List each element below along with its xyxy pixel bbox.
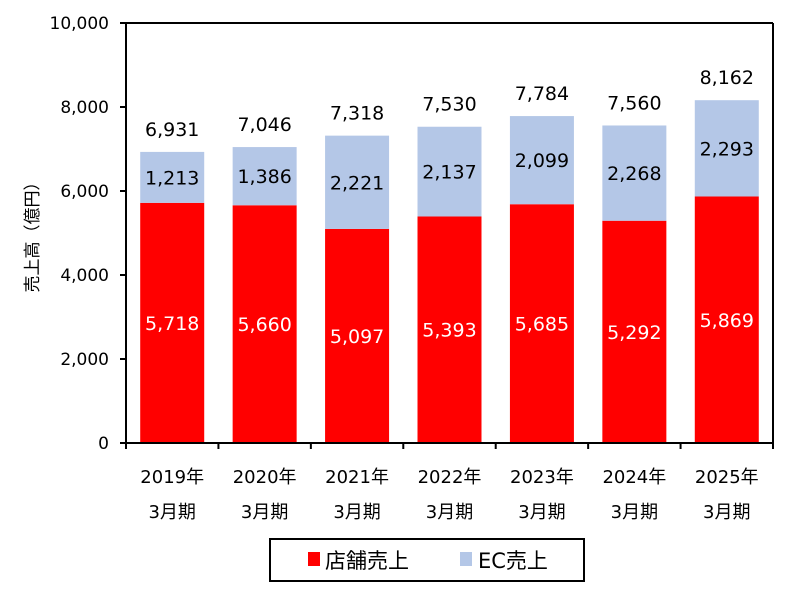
y-axis-label: 売上高（億円） — [23, 174, 43, 293]
data-label-store-sales: 5,660 — [237, 314, 291, 336]
legend-swatch-ec-sales — [460, 552, 472, 566]
data-label-total: 7,046 — [237, 114, 291, 136]
bar-store-sales — [417, 216, 482, 443]
x-category-label-period: 3月期 — [333, 502, 380, 523]
bar-store-sales — [694, 196, 759, 443]
data-label-store-sales: 5,393 — [422, 320, 476, 342]
x-category-label-year: 2024年 — [602, 467, 666, 488]
data-label-ec-sales: 1,386 — [237, 166, 291, 188]
y-tick-label: 4,000 — [60, 266, 109, 286]
data-label-total: 6,931 — [145, 119, 199, 141]
bar-ec-sales — [140, 151, 205, 203]
legend-label-ec-sales: EC売上 — [478, 549, 548, 573]
x-category-label-year: 2021年 — [325, 467, 389, 488]
data-label-total: 7,530 — [422, 94, 476, 116]
x-category-label-period: 3月期 — [241, 502, 288, 523]
data-label-total: 7,784 — [515, 83, 569, 105]
bars — [140, 100, 759, 443]
legend-box — [269, 538, 585, 582]
data-label-store-sales: 5,097 — [330, 326, 384, 348]
data-label-ec-sales: 1,213 — [145, 167, 199, 189]
x-category-label-year: 2019年 — [140, 467, 204, 488]
data-label-total: 7,318 — [330, 103, 384, 125]
x-category-label-period: 3月期 — [148, 502, 195, 523]
data-labels: 5,718 1,213 6,931 5,660 1,386 7,046 5,097 2,221… — [145, 67, 754, 348]
x-category-label-period: 3月期 — [611, 502, 658, 523]
y-axis: 0 2,000 4,000 6,000 8,000 10,000 — [50, 14, 127, 454]
bar-store-sales — [509, 204, 574, 443]
bar-store-sales — [140, 202, 205, 443]
y-tick-label: 6,000 — [60, 182, 109, 202]
x-axis: 2019年 3月期 2020年 3月期 2021年 3月期 2022年 3月期 2023年 3月期… — [120, 442, 774, 523]
data-label-ec-sales: 2,293 — [700, 138, 754, 160]
data-label-store-sales: 5,718 — [145, 313, 199, 335]
bar-store-sales — [232, 205, 297, 443]
data-label-total: 8,162 — [700, 67, 754, 89]
x-category-label-year: 2020年 — [233, 467, 297, 488]
data-label-ec-sales: 2,099 — [515, 150, 569, 172]
bar-ec-sales — [325, 135, 390, 229]
data-label-store-sales: 5,292 — [607, 322, 661, 344]
y-tick-label: 10,000 — [50, 14, 109, 34]
bar-store-sales — [325, 228, 390, 443]
bar-ec-sales — [694, 100, 759, 197]
bar-ec-sales — [417, 126, 482, 217]
x-category-label-year: 2023年 — [510, 467, 574, 488]
x-category-label-period: 3月期 — [518, 502, 565, 523]
data-label-ec-sales: 2,221 — [330, 172, 384, 194]
data-label-store-sales: 5,685 — [515, 314, 569, 336]
bar-ec-sales — [232, 147, 297, 206]
legend: 店舗売上 EC売上 — [269, 538, 585, 582]
data-label-ec-sales: 2,137 — [422, 162, 476, 184]
x-category-label-year: 2022年 — [418, 467, 482, 488]
y-tick-label: 8,000 — [60, 98, 109, 118]
legend-label-store-sales: 店舗売上 — [325, 549, 409, 573]
bar-ec-sales — [509, 116, 574, 205]
legend-swatch-store-sales — [308, 552, 320, 566]
x-category-label-period: 3月期 — [703, 502, 750, 523]
plot-frame — [126, 22, 774, 443]
data-label-store-sales: 5,869 — [700, 310, 754, 332]
x-category-label-year: 2025年 — [695, 467, 759, 488]
y-tick-label: 0 — [98, 434, 109, 454]
bar-ec-sales — [602, 125, 667, 221]
data-label-ec-sales: 2,268 — [607, 163, 661, 185]
y-tick-label: 2,000 — [60, 350, 109, 370]
bar-store-sales — [602, 220, 667, 443]
x-category-label-period: 3月期 — [426, 502, 473, 523]
data-label-total: 7,560 — [607, 92, 661, 114]
